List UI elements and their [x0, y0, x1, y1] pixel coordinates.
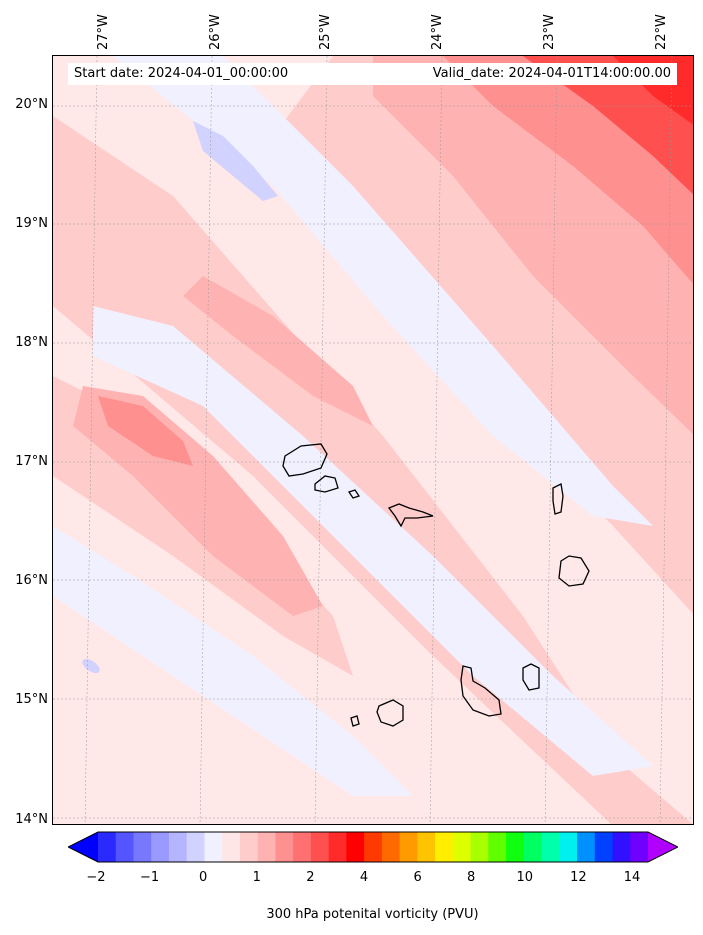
- colorbar-segment: [239, 832, 259, 862]
- island-boa-vista: [558, 555, 590, 587]
- colorbar-tick-label: 12: [570, 870, 587, 885]
- pv-band-lavender-north: [193, 121, 278, 201]
- lat-tick-label: 17°N: [15, 454, 48, 469]
- colorbar-tick-label: 4: [359, 870, 369, 885]
- colorbar-segment: [488, 832, 507, 862]
- pv-band-pink-north: [183, 276, 373, 426]
- colorbar-segment: [346, 832, 365, 862]
- meridian-gridline: [659, 56, 673, 824]
- island-sal: [552, 483, 564, 515]
- colorbar-label: 300 hPa potenital vorticity (PVU): [266, 907, 479, 922]
- pv-band-pale-lavender-north: [113, 56, 653, 526]
- colorbar: [68, 831, 678, 863]
- island-sao-nicolau: [387, 503, 434, 528]
- lat-tick-label: 14°N: [15, 812, 48, 827]
- colorbar-segment: [293, 832, 312, 862]
- lon-tick-label: 22°W: [654, 14, 669, 50]
- colorbar-tick-label: 2: [306, 870, 315, 885]
- lon-tick-label: 26°W: [208, 14, 223, 50]
- pv-spot-lavender-sw: [82, 658, 100, 674]
- pv-band-pale-lavender-mid: [93, 306, 653, 776]
- colorbar-extend-low: [68, 832, 98, 862]
- colorbar-segment: [630, 832, 649, 862]
- colorbar-segment: [310, 832, 330, 862]
- island-fogo: [376, 699, 404, 727]
- info-box: [68, 63, 677, 85]
- colorbar-segment: [133, 832, 152, 862]
- colorbar-segment: [399, 832, 418, 862]
- meridian-gridline: [84, 56, 98, 824]
- colorbar-tick-label: 6: [413, 870, 422, 885]
- colorbar-tick-label: 0: [199, 870, 208, 885]
- island-santa-luzia: [347, 489, 361, 499]
- colorbar-segment: [594, 832, 614, 862]
- colorbar-segment: [435, 832, 454, 862]
- island-maio: [522, 663, 540, 691]
- lon-tick-label: 25°W: [318, 14, 333, 50]
- start-date-text: Start date: 2024-04-01_00:00:00: [74, 66, 289, 81]
- colorbar-extend-high: [648, 832, 678, 862]
- lat-tick-label: 16°N: [15, 573, 48, 588]
- colorbar-segment: [222, 832, 241, 862]
- colorbar-tick-label: 14: [623, 870, 641, 885]
- lon-tick-label: 27°W: [96, 14, 111, 50]
- island-santiago: [460, 665, 502, 717]
- colorbar-segment: [523, 832, 543, 862]
- colorbar-outline: [68, 831, 678, 863]
- map-frame: [52, 55, 694, 825]
- island-santo-antao: [282, 443, 328, 477]
- meridian-gridline: [544, 56, 558, 824]
- island-sao-vicente: [314, 475, 339, 493]
- pv-map: [53, 56, 693, 824]
- pv-band-pale-lavender-south: [53, 526, 413, 796]
- colorbar-segment: [577, 832, 596, 862]
- colorbar-segment: [381, 832, 401, 862]
- meridian-gridline: [429, 56, 443, 824]
- colorbar-segment: [186, 832, 205, 862]
- colorbar-segment: [470, 832, 489, 862]
- colorbar-tick-label: 10: [516, 870, 534, 885]
- colorbar-segment: [168, 832, 188, 862]
- colorbar-segment: [115, 832, 134, 862]
- lat-tick-label: 18°N: [15, 335, 48, 350]
- colorbar-segment: [541, 832, 560, 862]
- colorbar-segment: [559, 832, 578, 862]
- lon-tick-label: 23°W: [542, 14, 557, 50]
- valid-date-text: Valid_date: 2024-04-01T14:00:00.00: [432, 66, 671, 81]
- pv-band-salmon-west: [98, 396, 193, 466]
- colorbar-segment: [257, 832, 276, 862]
- colorbar-segment: [506, 832, 525, 862]
- colorbar-tick-label: −1: [140, 870, 160, 885]
- colorbar-tick-label: −2: [86, 870, 106, 885]
- meridian-gridline: [199, 56, 213, 824]
- colorbar-tick-label: 8: [467, 870, 476, 885]
- lat-tick-label: 20°N: [15, 97, 48, 112]
- colorbar-segment: [328, 832, 347, 862]
- colorbar-segment: [204, 832, 223, 862]
- colorbar-segment: [364, 832, 383, 862]
- meridian-gridline: [314, 56, 328, 824]
- colorbar-segment: [452, 832, 472, 862]
- colorbar-segment: [612, 832, 631, 862]
- lon-tick-label: 24°W: [430, 14, 445, 50]
- lat-tick-label: 15°N: [15, 692, 48, 707]
- lat-tick-label: 19°N: [15, 216, 48, 231]
- island-brava: [350, 715, 360, 727]
- colorbar-segment: [98, 832, 117, 862]
- colorbar-segment: [417, 832, 436, 862]
- colorbar-segment: [275, 832, 294, 862]
- colorbar-tick-label: 1: [252, 870, 261, 885]
- colorbar-segment: [151, 832, 170, 862]
